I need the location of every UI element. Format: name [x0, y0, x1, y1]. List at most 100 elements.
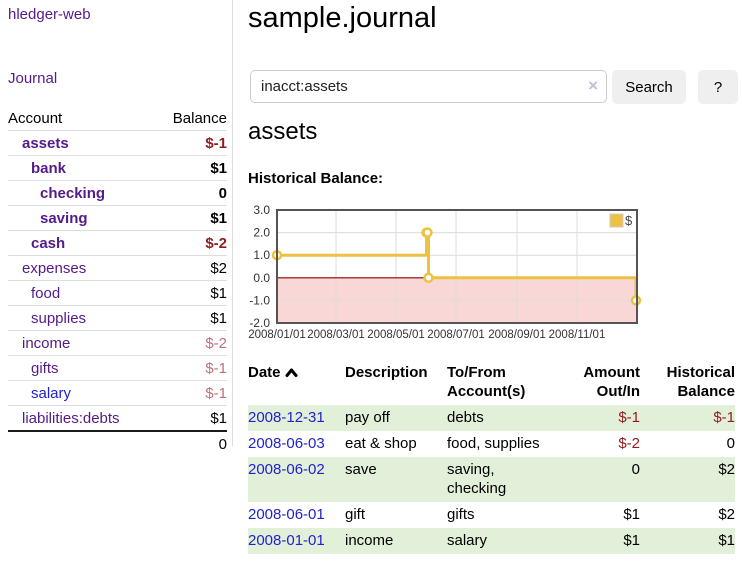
register-header-description: Description: [345, 364, 428, 381]
account-balance: $1: [163, 205, 227, 231]
transaction-amount: $1: [623, 506, 640, 523]
account-link-expenses[interactable]: expenses: [22, 260, 87, 277]
help-button[interactable]: ?: [698, 70, 738, 104]
transaction-description: save: [345, 461, 377, 478]
transaction-balance: $1: [718, 532, 735, 549]
account-balance: $-1: [163, 130, 227, 156]
register-row: 2008-06-03 eat & shop food, supplies $-2 0: [248, 431, 735, 457]
search-input[interactable]: [250, 70, 607, 103]
register-header-date-label: Date: [248, 364, 281, 381]
accounts-header-balance: Balance: [172, 110, 227, 127]
brand-link[interactable]: hledger-web: [8, 6, 91, 23]
transaction-balance: $-1: [713, 409, 735, 426]
register-header-tofrom: To/From Account(s): [447, 364, 526, 400]
account-balance: $1: [163, 280, 227, 306]
register-table: Date Description To/From Account(s) Amou…: [248, 361, 735, 554]
account-balance: $1: [163, 155, 227, 181]
account-link-bank[interactable]: bank: [31, 160, 67, 177]
transaction-date-link[interactable]: 2008-01-01: [248, 532, 325, 549]
svg-text:0.0: 0.0: [253, 271, 270, 285]
account-row: bank $1: [8, 155, 227, 181]
accounts-header-row: Account Balance: [8, 106, 227, 131]
transaction-amount: 0: [631, 461, 640, 478]
historical-balance-chart: $3.0 2.0 1.0 0.0 -1.0 -2.0 2008/01/01 2008/03/0…: [244, 203, 644, 351]
account-heading: assets: [248, 118, 318, 145]
transaction-amount: $1: [623, 532, 640, 549]
accounts-header-account: Account: [8, 110, 63, 127]
account-row: saving $1: [8, 205, 227, 231]
account-link-food[interactable]: food: [31, 285, 61, 302]
transaction-accounts: debts: [447, 409, 484, 426]
account-row: food $1: [8, 280, 227, 306]
transaction-description: pay off: [345, 409, 390, 426]
account-row: liabilities:debts $1: [8, 405, 227, 431]
accounts-table: Account Balance assets $-1 bank $1 checking 0…: [8, 106, 227, 456]
account-balance: $2: [163, 255, 227, 281]
transaction-balance: 0: [726, 435, 735, 452]
sidebar-divider: [232, 0, 233, 446]
clear-search-icon[interactable]: ×: [588, 76, 598, 95]
register-header-amount: Amount Out/In: [583, 364, 640, 400]
account-link-checking[interactable]: checking: [40, 185, 106, 202]
account-link-income[interactable]: income: [22, 335, 71, 352]
svg-text:2.0: 2.0: [253, 226, 270, 240]
account-balance: $1: [163, 405, 227, 431]
register-row: 2008-01-01 income salary $1 $1: [248, 528, 735, 554]
svg-text:2008/11/01: 2008/11/01: [549, 329, 606, 341]
register-row: 2008-12-31 pay off debts $-1 $-1: [248, 405, 735, 431]
account-link-salary[interactable]: salary: [31, 385, 72, 402]
svg-text:2008/01/01: 2008/01/01: [248, 329, 306, 341]
svg-text:2008/03/01: 2008/03/01: [307, 329, 365, 341]
account-link-assets[interactable]: assets: [22, 135, 69, 152]
accounts-total-value: 0: [163, 430, 227, 456]
transaction-description: income: [345, 532, 394, 549]
svg-text:2008/05/01: 2008/05/01: [367, 329, 425, 341]
transaction-description: eat & shop: [345, 435, 417, 452]
transaction-description: gift: [345, 506, 366, 523]
account-balance: $-1: [163, 380, 227, 406]
transaction-accounts: salary: [447, 532, 488, 549]
account-link-gifts[interactable]: gifts: [31, 360, 59, 377]
account-balance: $-2: [163, 330, 227, 356]
account-row: supplies $1: [8, 305, 227, 331]
transaction-date-link[interactable]: 2008-12-31: [248, 409, 325, 426]
register-row: 2008-06-02 save saving, checking 0 $2: [248, 457, 735, 502]
transaction-amount: $-1: [618, 409, 640, 426]
account-balance: 0: [163, 180, 227, 206]
account-link-liabilities-debts[interactable]: liabilities:debts: [22, 410, 120, 427]
svg-text:2008/07/01: 2008/07/01: [427, 329, 485, 341]
account-row: cash $-2: [8, 230, 227, 256]
chart-title: Historical Balance:: [248, 170, 384, 187]
search-form: ×: [250, 70, 607, 103]
account-balance: $-1: [163, 355, 227, 381]
transaction-accounts: saving, checking: [447, 461, 507, 497]
svg-text:$: $: [625, 213, 633, 228]
accounts-total-spacer: [8, 430, 163, 456]
account-link-supplies[interactable]: supplies: [31, 310, 87, 327]
page-title: sample.journal: [248, 2, 437, 34]
svg-text:-2.0: -2.0: [249, 316, 270, 330]
account-link-saving[interactable]: saving: [40, 210, 88, 227]
account-row: assets $-1: [8, 130, 227, 156]
account-row: checking 0: [8, 180, 227, 206]
svg-text:-1.0: -1.0: [249, 293, 270, 307]
account-row: income $-2: [8, 330, 227, 356]
account-balance: $1: [163, 305, 227, 331]
register-header-date[interactable]: Date: [248, 361, 345, 405]
transaction-balance: $2: [718, 506, 735, 523]
transaction-accounts: food, supplies: [447, 435, 540, 452]
sidebar-item-journal[interactable]: Journal: [8, 70, 58, 87]
transaction-date-link[interactable]: 2008-06-03: [248, 435, 325, 452]
search-button[interactable]: Search: [612, 70, 686, 104]
svg-text:2008/09/01: 2008/09/01: [488, 329, 546, 341]
transaction-amount: $-2: [618, 435, 640, 452]
transaction-date-link[interactable]: 2008-06-01: [248, 506, 325, 523]
transaction-balance: $2: [718, 461, 735, 478]
transaction-accounts: gifts: [447, 506, 475, 523]
transaction-date-link[interactable]: 2008-06-02: [248, 461, 325, 478]
account-link-cash[interactable]: cash: [31, 235, 66, 252]
accounts-total-row: 0: [8, 430, 227, 456]
register-row: 2008-06-01 gift gifts $1 $2: [248, 502, 735, 528]
svg-text:3.0: 3.0: [253, 203, 270, 217]
